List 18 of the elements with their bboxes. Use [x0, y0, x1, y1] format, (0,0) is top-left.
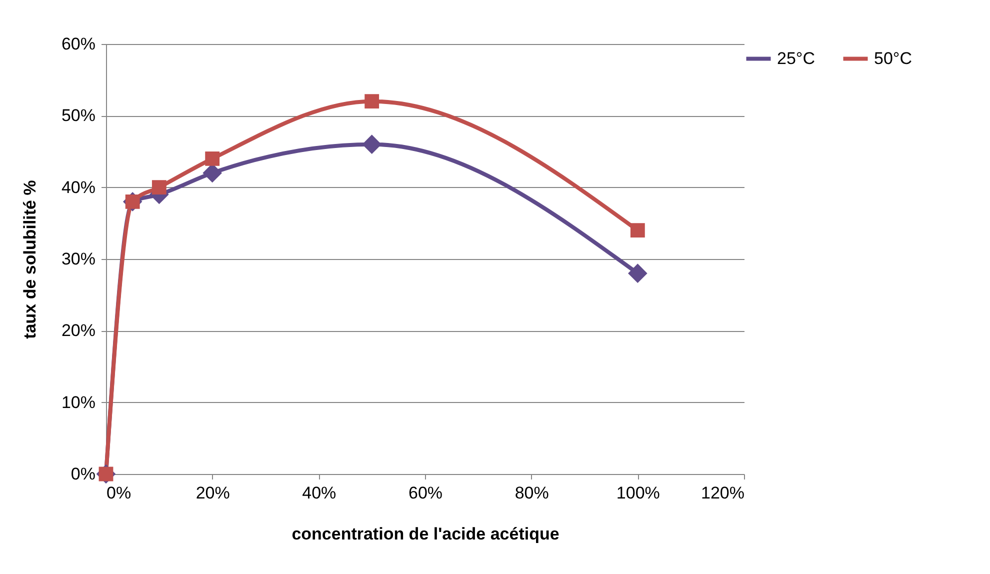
x-tick-label: 100% [616, 484, 660, 502]
x-tick-label: 0% [106, 484, 132, 502]
y-axis-title: taux de solubilité % [20, 180, 40, 339]
x-tick-label: 80% [514, 484, 549, 502]
x-tick-label: 20% [196, 484, 230, 502]
y-tick-label: 0% [70, 464, 96, 484]
x-tick-label: 40% [302, 484, 336, 502]
y-tick-label: 30% [61, 250, 96, 268]
y-tick-label: 50% [61, 106, 96, 126]
y-tick-label: 20% [61, 321, 96, 340]
y-tick-label: 60% [61, 34, 96, 54]
y-tick-label: 40% [61, 178, 96, 197]
x-axis-title: concentration de l'acide acétique [292, 524, 560, 544]
legend-label: 50°C [874, 48, 912, 68]
x-tick-label: 120% [701, 484, 744, 502]
y-tick-label: 10% [61, 392, 96, 412]
x-tick-label: 60% [408, 484, 443, 502]
legend-label: 25°C [777, 48, 815, 68]
